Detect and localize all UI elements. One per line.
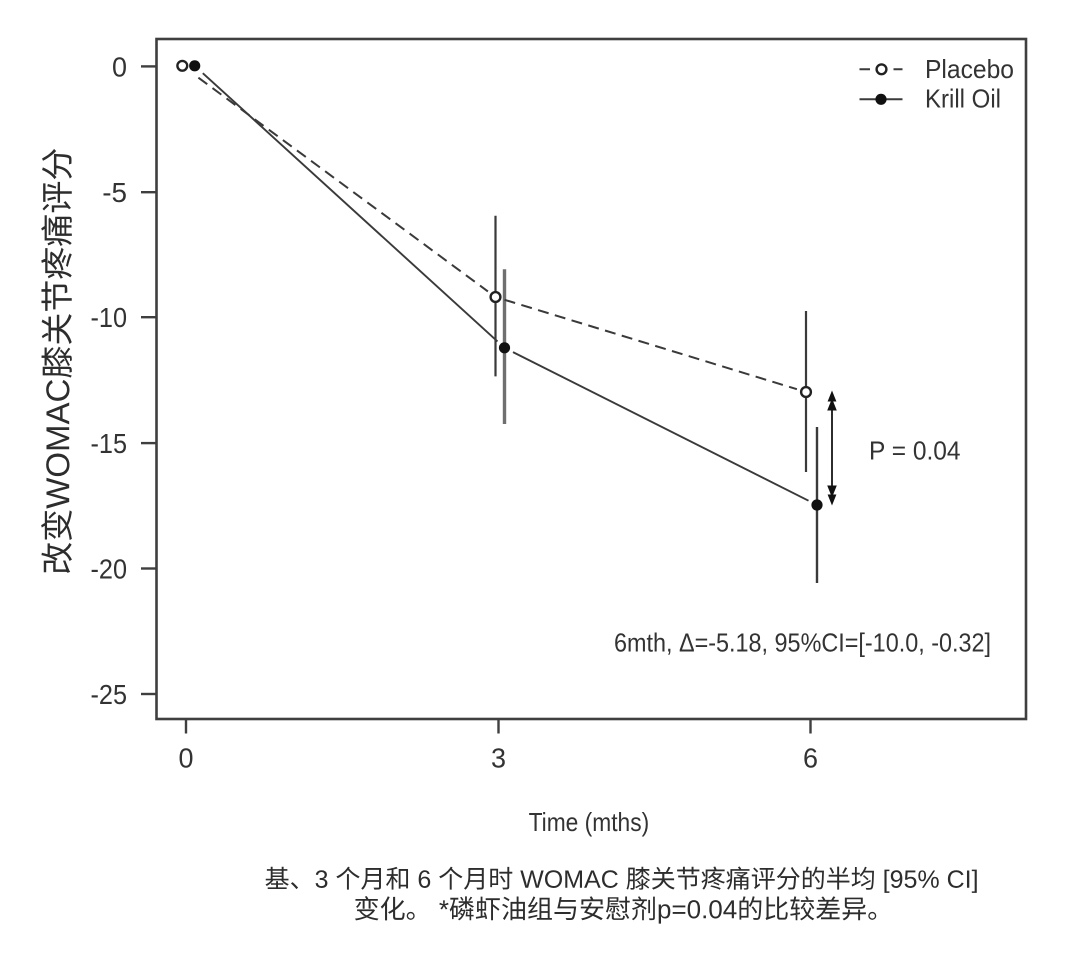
svg-text:Placebo: Placebo (925, 54, 1014, 84)
svg-text:Krill Oil: Krill Oil (925, 84, 1001, 114)
svg-text:-25: -25 (91, 679, 128, 710)
svg-text:-15: -15 (91, 428, 128, 459)
svg-text:-10: -10 (91, 302, 128, 333)
svg-text:P = 0.04: P = 0.04 (869, 436, 961, 466)
svg-text:0: 0 (112, 51, 127, 82)
svg-text:Time (mths): Time (mths) (529, 807, 650, 837)
svg-text:6: 6 (803, 743, 818, 774)
svg-text:-5: -5 (102, 177, 127, 208)
svg-text:3: 3 (491, 743, 506, 774)
svg-text:-20: -20 (91, 554, 128, 585)
svg-text:0: 0 (179, 743, 194, 774)
svg-text:6mth, Δ=-5.18, 95%CI=[-10.0, -: 6mth, Δ=-5.18, 95%CI=[-10.0, -0.32] (614, 628, 991, 658)
